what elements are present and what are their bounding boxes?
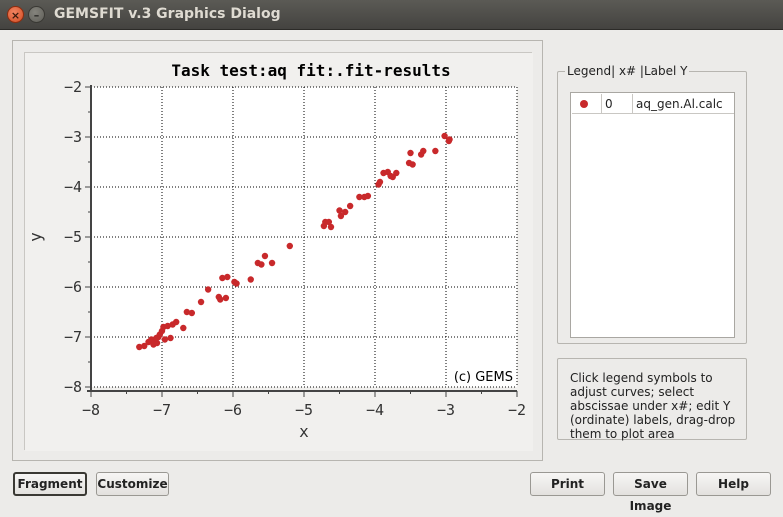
data-point bbox=[446, 136, 453, 143]
data-point bbox=[233, 280, 240, 287]
data-point bbox=[164, 322, 171, 330]
save-image-button[interactable]: Save Image bbox=[613, 472, 688, 513]
legend-table[interactable]: 0 aq_gen.Al.calc bbox=[570, 92, 735, 338]
data-point bbox=[420, 147, 427, 155]
data-point bbox=[141, 342, 148, 350]
data-point bbox=[217, 296, 224, 303]
data-point bbox=[224, 273, 231, 281]
y-tick-label: −4 bbox=[64, 178, 82, 196]
minimize-window-icon[interactable]: – bbox=[28, 6, 45, 23]
y-tick-label: −8 bbox=[64, 378, 82, 396]
y-tick-label: −6 bbox=[64, 278, 82, 296]
x-axis-label: x bbox=[299, 422, 309, 441]
scatter-chart[interactable]: Task test:aq fit:.fit-results −8 −7 −6 −5 −4… bbox=[25, 53, 533, 451]
data-point bbox=[153, 339, 161, 347]
legend-marker-icon[interactable] bbox=[580, 100, 588, 108]
data-point bbox=[247, 276, 254, 283]
y-tick-label: −3 bbox=[64, 128, 82, 146]
data-point bbox=[327, 223, 335, 231]
grid-lines bbox=[90, 86, 518, 388]
data-point bbox=[204, 286, 212, 293]
legend-caption: Legend| x# |Label Y bbox=[565, 64, 690, 78]
chart-title: Task test:aq fit:.fit-results bbox=[171, 61, 450, 80]
data-point bbox=[261, 252, 269, 260]
hint-text: Click legend symbols to adjust curves; s… bbox=[557, 358, 747, 441]
customize-button[interactable]: Customize bbox=[96, 472, 169, 496]
fragment-button[interactable]: Fragment bbox=[13, 472, 87, 496]
data-point bbox=[407, 149, 414, 157]
data-point bbox=[258, 261, 265, 268]
window-title: GEMSFIT v.3 Graphics Dialog bbox=[54, 6, 281, 22]
axes: −8 −7 −6 −5 −4 −3 −2 −2 −3 −4 −5 −6 −7 −8 bbox=[64, 78, 526, 419]
y-tick-label: −7 bbox=[64, 328, 82, 346]
data-point bbox=[341, 208, 349, 216]
title-bar: × – GEMSFIT v.3 Graphics Dialog bbox=[0, 0, 783, 30]
data-point bbox=[376, 178, 384, 186]
x-tick-label: −4 bbox=[366, 401, 384, 419]
help-button[interactable]: Help bbox=[696, 472, 771, 496]
data-point bbox=[153, 334, 160, 342]
y-tick-label: −5 bbox=[64, 228, 82, 246]
x-tick-label: −8 bbox=[82, 401, 100, 419]
data-point bbox=[432, 147, 439, 155]
print-button[interactable]: Print bbox=[530, 472, 605, 496]
data-point bbox=[268, 259, 276, 267]
legend-row[interactable]: 0 aq_gen.Al.calc bbox=[572, 94, 734, 114]
data-point bbox=[167, 334, 174, 342]
x-tick-label: −7 bbox=[153, 401, 171, 419]
data-point bbox=[286, 242, 293, 250]
legend-symbol-cell[interactable] bbox=[572, 94, 602, 114]
copyright-annotation: (c) GEMS bbox=[454, 370, 513, 385]
y-tick-label: −2 bbox=[64, 78, 82, 96]
legend-x-index[interactable]: 0 bbox=[602, 94, 633, 114]
data-point bbox=[356, 193, 363, 201]
data-point bbox=[222, 294, 230, 302]
data-point bbox=[409, 161, 416, 168]
data-point bbox=[173, 318, 180, 326]
data-point bbox=[219, 274, 226, 282]
y-axis-label: y bbox=[26, 232, 45, 242]
data-point bbox=[325, 218, 333, 226]
x-tick-label: −6 bbox=[224, 401, 242, 419]
data-point bbox=[336, 207, 343, 214]
x-tick-label: −5 bbox=[295, 401, 313, 419]
data-point bbox=[364, 192, 372, 200]
data-point bbox=[180, 324, 187, 332]
plot-area[interactable]: Task test:aq fit:.fit-results −8 −7 −6 −5 −4… bbox=[24, 52, 533, 451]
x-tick-label: −2 bbox=[508, 401, 526, 419]
data-point bbox=[136, 343, 143, 351]
data-point bbox=[346, 202, 354, 210]
x-tick-label: −3 bbox=[437, 401, 455, 419]
data-point bbox=[161, 336, 169, 343]
data-point bbox=[393, 169, 400, 177]
data-point bbox=[183, 308, 191, 316]
close-window-icon[interactable]: × bbox=[7, 6, 24, 23]
data-point bbox=[197, 298, 205, 306]
legend-label-y[interactable]: aq_gen.Al.calc bbox=[636, 97, 723, 111]
data-point bbox=[188, 309, 196, 317]
data-point bbox=[441, 132, 448, 140]
data-points bbox=[136, 132, 453, 351]
data-point bbox=[337, 212, 345, 220]
